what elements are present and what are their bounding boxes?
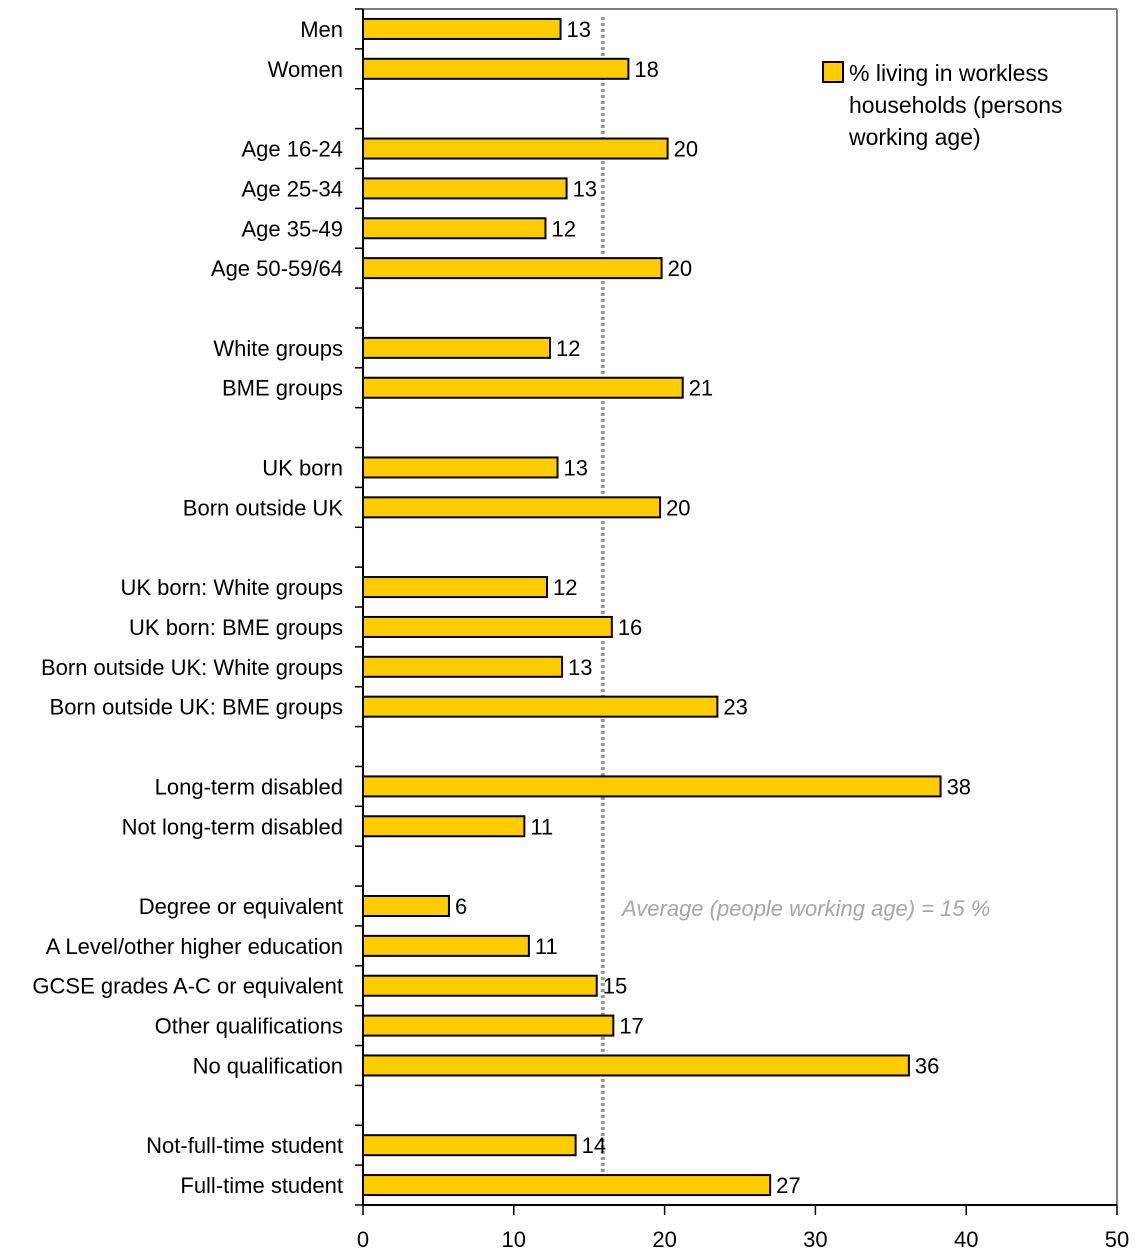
bar (362, 695, 719, 718)
category-label: Age 25-34 (241, 176, 343, 201)
bar (362, 895, 450, 917)
bar (362, 456, 559, 479)
x-tick-label: 10 (502, 1227, 526, 1252)
bar (362, 1134, 577, 1157)
value-labels: 13 18 20 13 12 20 12 21 13 20 12 16 13 23 38 11 6 11 15 17 3… (455, 17, 971, 1198)
category-label: BME groups (222, 376, 343, 401)
data-label: 13 (568, 655, 592, 680)
bar (362, 257, 663, 280)
data-label: 36 (915, 1053, 939, 1078)
bar (362, 1174, 772, 1197)
bar (362, 336, 551, 359)
bar (362, 615, 613, 638)
bar (362, 217, 547, 240)
data-label: 13 (564, 455, 588, 480)
bar (362, 934, 530, 957)
data-label: 18 (634, 57, 658, 82)
bar (362, 376, 684, 399)
category-label: Men (300, 17, 343, 42)
x-tick-label: 40 (954, 1227, 978, 1252)
data-label: 23 (723, 695, 747, 720)
category-label: Age 35-49 (241, 216, 343, 241)
bar (362, 1014, 615, 1037)
data-label: 11 (535, 934, 558, 959)
x-tick-label: 0 (357, 1227, 369, 1252)
legend: % living in workless households (persons… (822, 60, 1063, 150)
category-label: A Level/other higher education (46, 934, 343, 959)
data-label: 11 (530, 814, 553, 839)
legend-label: % living in workless (849, 60, 1048, 86)
data-label: 6 (455, 894, 467, 919)
bar (362, 1054, 910, 1077)
plot-area (355, 8, 1118, 1206)
data-label: 20 (666, 495, 690, 520)
category-label: GCSE grades A-C or equivalent (32, 974, 343, 999)
bars-group (362, 17, 942, 1197)
bar (362, 775, 942, 798)
legend-label: working age) (848, 124, 981, 150)
data-label: 13 (567, 17, 591, 42)
category-label: UK born: BME groups (129, 615, 343, 640)
x-tick-label: 50 (1105, 1227, 1129, 1252)
bar (362, 815, 526, 838)
category-label: Not-full-time student (146, 1133, 343, 1158)
category-label: Born outside UK: White groups (41, 655, 343, 680)
category-label: Other qualifications (155, 1014, 343, 1039)
category-label: Women (268, 57, 343, 82)
data-label: 38 (947, 774, 971, 799)
data-label: 20 (674, 137, 698, 162)
legend-swatch (822, 61, 844, 83)
bar (362, 496, 662, 519)
category-label: Age 16-24 (241, 137, 343, 162)
bar (362, 576, 548, 599)
bar (362, 177, 568, 200)
data-label: 20 (668, 256, 692, 281)
category-label: White groups (213, 336, 343, 361)
bar (362, 655, 564, 678)
category-label: Long-term disabled (155, 774, 343, 799)
x-tick-label: 20 (652, 1227, 676, 1252)
data-label: 14 (582, 1133, 606, 1158)
bar (362, 57, 630, 80)
bar (362, 17, 562, 40)
data-label: 13 (573, 176, 597, 201)
bar (362, 974, 598, 997)
category-labels: Men Women Age 16-24 Age 25-34 Age 35-49 Age 5… (32, 17, 343, 1198)
data-label: 21 (689, 376, 713, 401)
category-label: UK born: White groups (120, 575, 343, 600)
category-label: Age 50-59/64 (211, 256, 343, 281)
category-label: Degree or equivalent (139, 894, 343, 919)
category-label: UK born (262, 455, 343, 480)
category-label: Full-time student (180, 1173, 343, 1198)
legend-label: households (persons (849, 92, 1063, 118)
data-label: 16 (618, 615, 642, 640)
x-axis: 0 10 20 30 40 50 (357, 1205, 1129, 1252)
category-label: Born outside UK: BME groups (50, 695, 343, 720)
data-label: 27 (776, 1173, 800, 1198)
data-label: 12 (553, 575, 577, 600)
average-annotation: Average (people working age) = 15 % (620, 896, 990, 921)
bar (362, 137, 669, 160)
data-label: 12 (551, 216, 575, 241)
data-label: 15 (603, 974, 627, 999)
data-label: 12 (556, 336, 580, 361)
category-label: Born outside UK (183, 495, 344, 520)
data-label: 17 (619, 1014, 643, 1039)
x-tick-label: 30 (803, 1227, 827, 1252)
category-label: Not long-term disabled (122, 814, 343, 839)
category-label: No qualification (193, 1053, 343, 1078)
